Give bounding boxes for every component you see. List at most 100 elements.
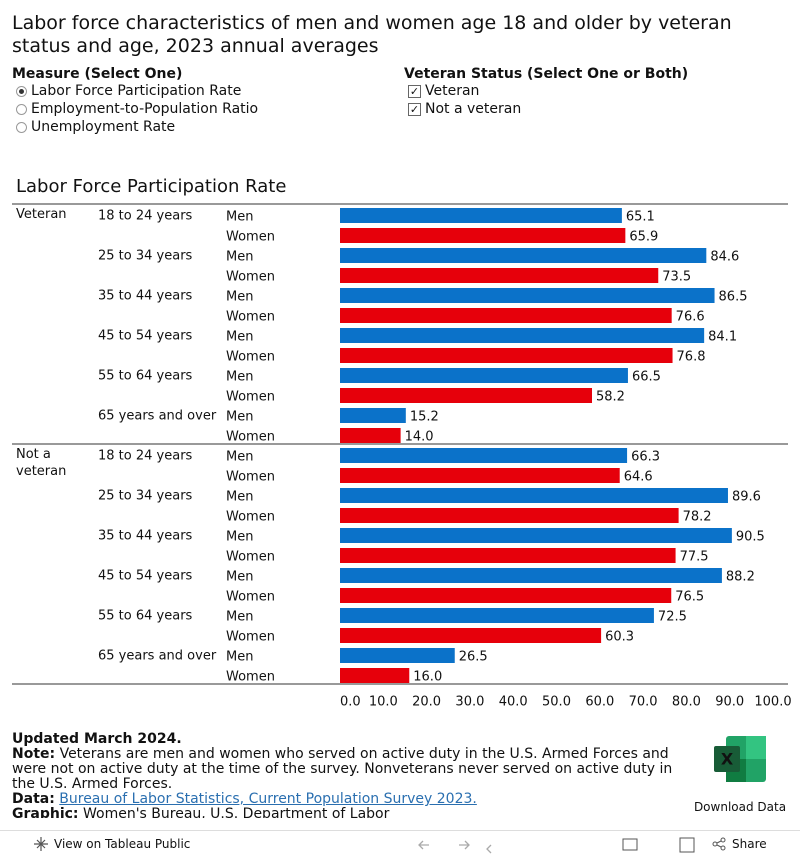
data-label: Data: bbox=[12, 791, 55, 807]
note: Note: Veterans are men and women who ser… bbox=[12, 747, 692, 792]
value-label: 89.6 bbox=[732, 490, 761, 505]
sex-label: Men bbox=[226, 290, 253, 305]
value-label: 76.8 bbox=[677, 350, 706, 365]
sex-label: Women bbox=[226, 670, 275, 685]
radio-button[interactable] bbox=[16, 103, 27, 115]
bar bbox=[340, 288, 715, 303]
checkbox[interactable]: ✓ bbox=[408, 84, 421, 98]
measure-filter: Measure (Select One) Labor Force Partici… bbox=[12, 66, 258, 136]
age-label: 65 years and over bbox=[98, 409, 217, 424]
value-label: 65.1 bbox=[626, 210, 655, 225]
bar bbox=[340, 568, 722, 583]
graphic-text: Women's Bureau, U.S. Department of Labor bbox=[82, 806, 390, 819]
sex-label: Men bbox=[226, 330, 253, 345]
value-label: 26.5 bbox=[459, 650, 488, 665]
sex-label: Women bbox=[226, 510, 275, 525]
sex-label: Men bbox=[226, 610, 253, 625]
radio-option[interactable]: Labor Force Participation Rate bbox=[16, 82, 258, 100]
sex-label: Men bbox=[226, 530, 253, 545]
footer: Updated March 2024. Note: Veterans are m… bbox=[12, 732, 692, 818]
view-public[interactable]: View on Tableau Public bbox=[34, 837, 190, 851]
bar bbox=[340, 348, 673, 363]
note-label: Note: bbox=[12, 746, 56, 762]
value-label: 60.3 bbox=[605, 630, 634, 645]
sex-label: Men bbox=[226, 410, 253, 425]
value-label: 15.2 bbox=[410, 410, 439, 425]
chart: Labor Force Participation Rate Veteran 18… bbox=[12, 176, 792, 710]
x-tick-label: 20.0 bbox=[412, 695, 441, 710]
value-label: 16.0 bbox=[413, 670, 442, 685]
status-label: Veteran bbox=[16, 207, 67, 222]
sex-label: Women bbox=[226, 430, 275, 445]
value-label: 76.6 bbox=[676, 310, 705, 325]
download-button[interactable]: X Download Data bbox=[690, 734, 790, 814]
checkbox-option[interactable]: ✓ Not a veteran bbox=[408, 100, 688, 118]
age-label: 55 to 64 years bbox=[98, 369, 193, 384]
x-tick-label: 0.0 bbox=[340, 695, 361, 710]
sex-label: Men bbox=[226, 370, 253, 385]
x-tick-label: 100.0 bbox=[754, 695, 791, 710]
value-label: 73.5 bbox=[662, 270, 691, 285]
bar bbox=[340, 528, 732, 543]
status-label: Not a veteran bbox=[16, 447, 67, 479]
value-label: 72.5 bbox=[658, 610, 687, 625]
share-label: Share bbox=[732, 837, 767, 851]
value-label: 90.5 bbox=[736, 530, 765, 545]
value-label: 84.6 bbox=[710, 250, 739, 265]
sex-label: Women bbox=[226, 630, 275, 645]
radio-option[interactable]: Employment-to-Population Ratio bbox=[16, 100, 258, 118]
age-label: 25 to 34 years bbox=[98, 249, 193, 264]
sex-label: Men bbox=[226, 570, 253, 585]
sex-label: Men bbox=[226, 210, 253, 225]
status-label-box: Not a veteran bbox=[16, 447, 67, 479]
sex-label: Women bbox=[226, 310, 275, 325]
value-label: 65.9 bbox=[629, 230, 658, 245]
bar bbox=[340, 468, 620, 483]
option-label: Employment-to-Population Ratio bbox=[31, 101, 259, 117]
x-tick-label: 40.0 bbox=[499, 695, 528, 710]
sex-label: Women bbox=[226, 470, 275, 485]
bar bbox=[340, 228, 626, 243]
age-label: 18 to 24 years bbox=[98, 209, 193, 224]
checkbox-option[interactable]: ✓ Veteran bbox=[408, 82, 688, 100]
bar bbox=[340, 428, 401, 443]
bar bbox=[340, 508, 679, 523]
sex-label: Women bbox=[226, 390, 275, 405]
bar bbox=[340, 388, 593, 403]
x-tick-label: 90.0 bbox=[715, 695, 744, 710]
bar bbox=[340, 408, 406, 423]
dashboard-title: Labor force characteristics of men and w… bbox=[12, 12, 732, 57]
value-label: 64.6 bbox=[624, 470, 653, 485]
radio-option[interactable]: Unemployment Rate bbox=[16, 118, 258, 136]
data-link[interactable]: Bureau of Labor Statistics, Current Popu… bbox=[59, 791, 477, 807]
value-label: 66.5 bbox=[632, 370, 661, 385]
bar bbox=[340, 608, 654, 623]
bar bbox=[340, 248, 707, 263]
radio-button[interactable] bbox=[16, 121, 27, 133]
radio-button[interactable] bbox=[16, 85, 27, 97]
option-list: ✓ Veteran ✓ Not a veteran bbox=[408, 82, 688, 118]
value-label: 14.0 bbox=[405, 430, 434, 445]
share-button[interactable]: Share bbox=[712, 837, 767, 851]
x-tick-label: 10.0 bbox=[369, 695, 398, 710]
bar bbox=[340, 488, 728, 503]
age-label: 35 to 44 years bbox=[98, 529, 193, 544]
age-label: 45 to 54 years bbox=[98, 569, 193, 584]
value-label: 66.3 bbox=[631, 450, 660, 465]
bar bbox=[340, 368, 628, 383]
bar bbox=[340, 628, 602, 643]
option-list: Labor Force Participation Rate Employment… bbox=[16, 82, 258, 136]
sex-label: Women bbox=[226, 230, 275, 245]
toolbar: View on Tableau Public Share bbox=[0, 830, 800, 858]
age-label: 65 years and over bbox=[98, 649, 217, 664]
checkbox[interactable]: ✓ bbox=[408, 102, 421, 116]
age-label: 45 to 54 years bbox=[98, 329, 193, 344]
x-tick-label: 70.0 bbox=[629, 695, 658, 710]
option-label: Labor Force Participation Rate bbox=[31, 83, 242, 99]
view-label: View on Tableau Public bbox=[54, 837, 191, 851]
value-label: 78.2 bbox=[683, 510, 712, 525]
value-label: 76.5 bbox=[675, 590, 704, 605]
x-tick-label: 30.0 bbox=[455, 695, 484, 710]
sex-label: Men bbox=[226, 250, 253, 265]
